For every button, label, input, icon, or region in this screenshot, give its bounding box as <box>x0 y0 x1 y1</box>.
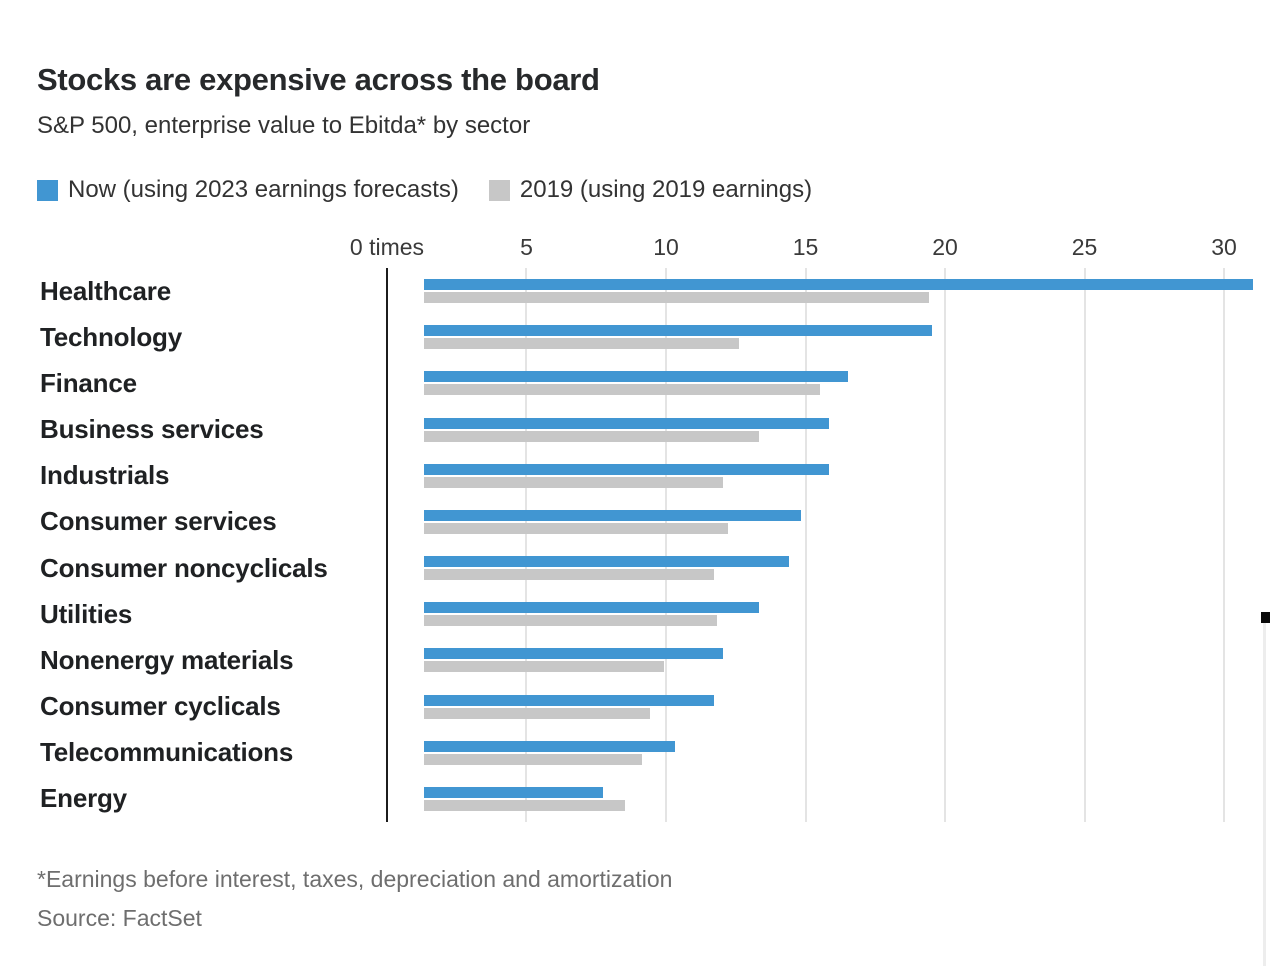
bar-2019-energy <box>424 799 625 811</box>
category-label: Healthcare <box>40 275 171 306</box>
bar-2019-business-services <box>424 430 759 442</box>
category-label: Energy <box>40 783 127 814</box>
footnote: *Earnings before interest, taxes, deprec… <box>37 866 673 892</box>
chart-row <box>424 314 1261 360</box>
bar-2019-telecommunications <box>424 753 642 765</box>
x-tick-label: 30 <box>1211 234 1237 260</box>
bar-2019-nonenergy-materials <box>424 661 664 673</box>
bar-now-industrials <box>424 463 829 475</box>
bar-rows <box>424 268 1261 822</box>
scrollbar-track[interactable] <box>1263 612 1266 966</box>
category-labels: Healthcare Technology Finance Business serv… <box>40 268 385 822</box>
gridline <box>525 268 528 822</box>
chart-subtitle: S&P 500, enterprise value to Ebitda* by … <box>37 112 531 139</box>
chart-row <box>424 730 1261 776</box>
gridline <box>1223 268 1225 822</box>
legend-item-2019: 2019 (using 2019 earnings) <box>488 176 813 204</box>
bar-2019-industrials <box>424 476 723 488</box>
legend: Now (using 2023 earnings forecasts) 2019… <box>37 176 812 204</box>
category-label: Telecommunications <box>40 737 294 768</box>
category-label: Finance <box>40 367 137 398</box>
bar-now-finance <box>424 371 849 383</box>
bar-now-healthcare <box>424 279 1253 291</box>
chart-row <box>424 591 1261 637</box>
x-tick-label: 20 <box>932 234 958 260</box>
bar-now-consumer-services <box>424 509 801 521</box>
y-axis-line <box>386 268 388 822</box>
bar-2019-healthcare <box>424 292 929 304</box>
legend-label-2019: 2019 (using 2019 earnings) <box>519 176 813 203</box>
category-label: Consumer services <box>40 506 277 537</box>
bar-now-consumer-cyclicals <box>424 694 715 706</box>
bar-now-business-services <box>424 417 829 429</box>
source-credit: Source: FactSet <box>37 905 202 931</box>
bar-2019-consumer-services <box>424 522 729 534</box>
bar-2019-utilities <box>424 615 717 627</box>
category-label: Business services <box>40 414 264 445</box>
gridline <box>943 268 946 822</box>
category-label: Industrials <box>40 460 170 491</box>
x-tick-label: 15 <box>792 234 819 260</box>
legend-item-now: Now (using 2023 earnings forecasts) <box>37 176 459 204</box>
category-label: Utilities <box>40 598 133 629</box>
bar-now-consumer-noncyclicals <box>424 556 790 568</box>
category-label: Technology <box>40 321 182 352</box>
legend-swatch-2019-icon <box>488 179 510 201</box>
legend-label-now: Now (using 2023 earnings forecasts) <box>68 176 459 203</box>
chart-row <box>424 499 1261 545</box>
x-tick-label: 10 <box>653 234 679 260</box>
bar-chart: 0 times 5 10 15 20 25 30 Healthcare Technology F… <box>37 230 1253 826</box>
gridline <box>1083 268 1086 822</box>
bar-2019-finance <box>424 384 821 396</box>
gridline <box>804 268 807 822</box>
bar-now-technology <box>424 325 932 337</box>
chart-title: Stocks are expensive across the board <box>37 62 600 97</box>
bar-now-telecommunications <box>424 740 676 752</box>
category-label: Consumer cyclicals <box>40 691 281 722</box>
bar-2019-technology <box>424 338 740 350</box>
bar-2019-consumer-cyclicals <box>424 707 650 719</box>
category-label: Nonenergy materials <box>40 644 294 675</box>
bar-now-utilities <box>424 602 759 614</box>
scrollbar-thumb[interactable] <box>1261 612 1270 623</box>
x-tick-label: 5 <box>520 234 533 260</box>
bar-now-nonenergy-materials <box>424 648 723 660</box>
chart-row <box>424 453 1261 499</box>
gridline <box>664 268 667 822</box>
chart-row <box>424 637 1261 683</box>
x-axis-labels: 0 times 5 10 15 20 25 30 <box>350 234 1237 264</box>
chart-row <box>424 407 1261 453</box>
bar-now-energy <box>424 786 603 798</box>
plot-area <box>386 268 1253 822</box>
category-label: Consumer noncyclicals <box>40 552 328 583</box>
chart-row <box>424 360 1261 406</box>
x-tick-label: 0 times <box>349 234 425 260</box>
bar-2019-consumer-noncyclicals <box>424 569 715 581</box>
chart-row <box>424 545 1261 591</box>
x-tick-label: 25 <box>1071 234 1098 260</box>
legend-swatch-now-icon <box>37 179 58 201</box>
chart-row <box>424 776 1261 822</box>
chart-row <box>424 268 1261 314</box>
chart-row <box>424 684 1261 730</box>
